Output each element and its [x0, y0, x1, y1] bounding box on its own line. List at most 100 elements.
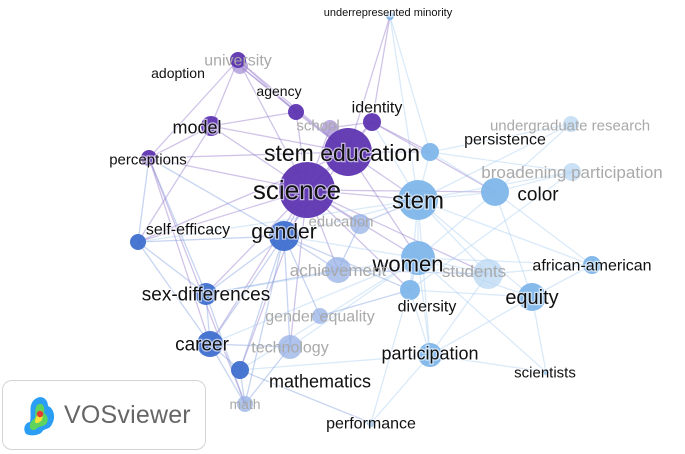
label-stem[interactable]: stem: [391, 186, 446, 216]
link-color-undergraduate-research: [494, 123, 572, 193]
label-education[interactable]: education: [308, 213, 373, 230]
link-science-career: [209, 189, 308, 345]
link-career-self-efficacy: [137, 241, 211, 345]
node-undergraduate-research[interactable]: [563, 116, 579, 132]
link-gender-perceptions: [148, 157, 285, 237]
node-identity[interactable]: [363, 113, 381, 131]
link-color-african-american: [494, 191, 593, 266]
link-stem-african-american: [417, 199, 593, 266]
link-science-self-efficacy: [137, 189, 308, 243]
node-model[interactable]: [201, 116, 221, 136]
link-science-mathematics: [239, 189, 308, 371]
label-gender-equality[interactable]: gender equality: [265, 309, 374, 326]
label-sex-differences[interactable]: sex-differences: [141, 283, 272, 307]
node-african-american[interactable]: [583, 256, 601, 274]
node-students[interactable]: [473, 259, 503, 289]
node-adoption[interactable]: [230, 52, 246, 68]
node-perceptions[interactable]: [141, 150, 157, 166]
link-gender-mathematics: [239, 235, 285, 371]
link-women-scientists: [417, 257, 547, 373]
label-students[interactable]: students: [442, 262, 506, 281]
label-achievement[interactable]: achievement: [290, 261, 387, 280]
node-school[interactable]: [322, 120, 338, 136]
label-persistence[interactable]: persistence: [463, 130, 547, 150]
node-equity[interactable]: [518, 283, 546, 311]
link-career-technology: [209, 343, 291, 348]
link-stem-equity: [417, 199, 533, 298]
label-performance[interactable]: performance: [325, 414, 417, 434]
label-undergraduate-research[interactable]: undergraduate research: [490, 117, 650, 134]
label-model[interactable]: model: [171, 116, 223, 139]
label-broadening-participation[interactable]: broadening participation: [481, 163, 662, 182]
link-equity-diversity: [409, 289, 533, 298]
node-sex-differences[interactable]: [195, 283, 217, 305]
label-stem-education[interactable]: stem education: [263, 139, 421, 168]
link-women-gender: [283, 235, 419, 259]
node-scientists[interactable]: [543, 369, 549, 375]
label-identity[interactable]: identity: [350, 98, 403, 118]
link-women-mathematics: [239, 257, 419, 371]
label-adoption[interactable]: adoption: [150, 64, 206, 83]
node-color[interactable]: [481, 178, 509, 206]
link-participation-performance: [370, 354, 431, 424]
node-diversity[interactable]: [400, 280, 420, 300]
label-science[interactable]: science: [252, 174, 343, 207]
link-persistence-undergraduate-research: [429, 123, 572, 153]
link-gender-self-efficacy: [137, 235, 285, 243]
vosviewer-logo-icon: [24, 397, 55, 436]
node-stem-education[interactable]: [324, 128, 372, 176]
label-agency[interactable]: agency: [255, 82, 303, 101]
link-perceptions-math: [148, 157, 246, 405]
node-broadening-participation[interactable]: [563, 163, 581, 181]
node-achievement[interactable]: [325, 257, 351, 283]
label-gender[interactable]: gender: [250, 219, 318, 245]
link-self-efficacy-perceptions: [137, 157, 150, 243]
node-underrepresented-minority[interactable]: [386, 12, 394, 20]
node-stem[interactable]: [398, 180, 438, 220]
label-scientists[interactable]: scientists: [513, 363, 577, 383]
link-science-students: [306, 189, 489, 275]
label-school[interactable]: school: [296, 117, 339, 134]
node-persistence[interactable]: [421, 143, 439, 161]
link-equity-participation: [429, 296, 533, 356]
label-equity[interactable]: equity: [504, 286, 560, 311]
node-agency[interactable]: [288, 104, 304, 120]
label-self-efficacy[interactable]: self-efficacy: [145, 220, 232, 240]
link-women-technology: [289, 257, 419, 348]
node-gender-equality[interactable]: [312, 308, 328, 324]
node-science[interactable]: [279, 162, 335, 218]
node-math[interactable]: [237, 396, 253, 412]
node-technology[interactable]: [278, 335, 302, 359]
label-women[interactable]: women: [370, 250, 444, 278]
label-technology[interactable]: technology: [251, 340, 328, 357]
label-math[interactable]: math: [229, 396, 260, 412]
node-gender[interactable]: [269, 221, 299, 251]
link-technology-math: [244, 346, 291, 405]
node-self-efficacy[interactable]: [130, 234, 146, 250]
label-university[interactable]: university: [204, 53, 272, 70]
link-women-sex-differences: [205, 257, 419, 295]
label-african-american[interactable]: african-american: [531, 256, 653, 276]
label-mathematics[interactable]: mathematics: [268, 370, 373, 393]
node-mathematics[interactable]: [231, 361, 249, 379]
link-participation-scientists: [429, 354, 547, 373]
link-gender-sex-differences: [205, 235, 285, 295]
link-gender-equality-diversity: [319, 289, 411, 317]
link-mathematics-performance: [239, 369, 372, 424]
vosviewer-wordmark: VOSviewer: [64, 400, 191, 429]
node-women[interactable]: [401, 241, 435, 275]
node-performance[interactable]: [367, 419, 375, 427]
node-career[interactable]: [197, 331, 223, 357]
label-color[interactable]: color: [516, 183, 560, 207]
vosviewer-badge: VOSviewer: [2, 380, 206, 450]
label-underrepresented-minority[interactable]: underrepresented minority: [323, 6, 454, 21]
link-students-participation: [429, 273, 489, 356]
node-participation[interactable]: [418, 343, 442, 367]
label-diversity[interactable]: diversity: [396, 297, 457, 317]
label-participation[interactable]: participation: [380, 342, 480, 365]
label-perceptions[interactable]: perceptions: [108, 150, 188, 170]
link-gender-career: [209, 235, 285, 345]
node-education[interactable]: [350, 214, 370, 234]
label-career[interactable]: career: [174, 333, 231, 357]
